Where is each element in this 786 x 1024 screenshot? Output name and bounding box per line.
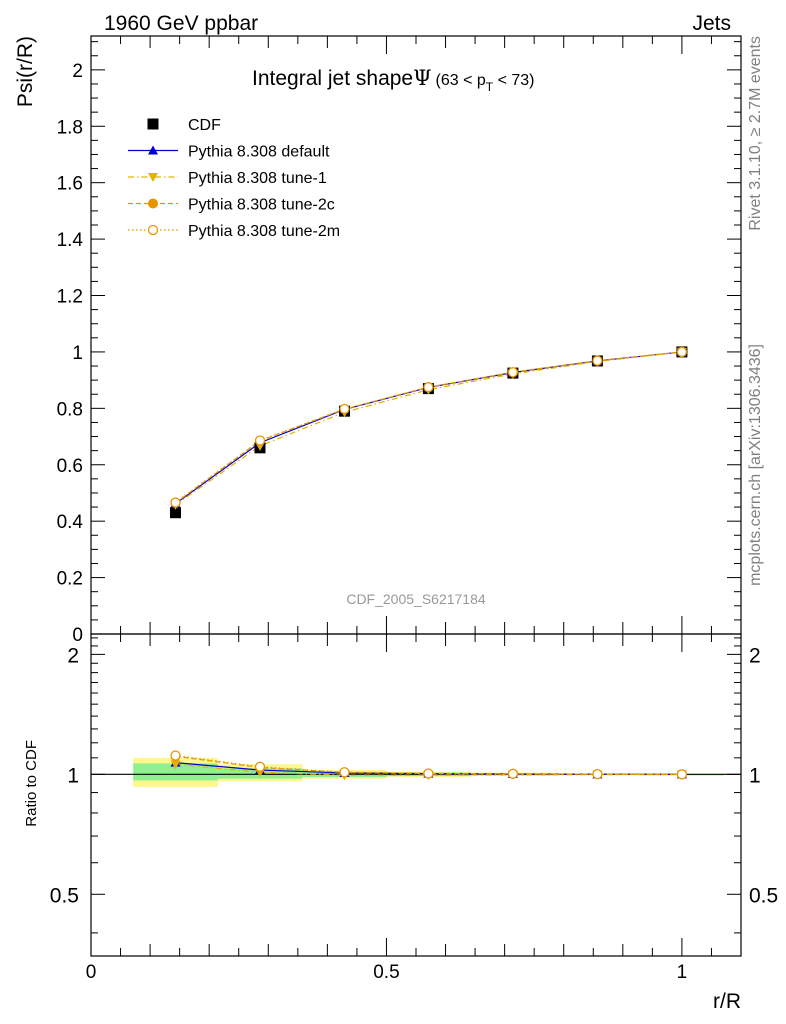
series-point [592, 355, 603, 366]
legend-entry: CDF [147, 117, 221, 134]
ratio-tick-label-right: 2 [749, 644, 761, 667]
legend-marker [147, 118, 159, 130]
ratio-series-point [592, 769, 603, 780]
legend-label: Pythia 8.308 tune-2m [188, 223, 340, 240]
legend-entry: Pythia 8.308 tune-2c [128, 197, 335, 214]
x-tick-label: 0.5 [373, 962, 399, 983]
y-tick-label: 0.4 [57, 512, 84, 533]
ratio-series-point [170, 750, 181, 761]
main-series-lines [175, 351, 682, 506]
ratio-series-markers [170, 750, 688, 781]
chart-title-range-close: < 73) [493, 72, 534, 89]
ratio-tick-label-left: 2 [67, 644, 79, 667]
legend-marker [147, 224, 159, 236]
legend-label: CDF [188, 117, 221, 134]
ratio-series-point [254, 761, 266, 772]
series-point [507, 367, 519, 378]
ratio-x-axis: 0 0.5 1 [86, 634, 742, 983]
series-line [175, 351, 682, 504]
main-x-ticks [90, 36, 742, 634]
y-tick-label: 0.6 [57, 456, 83, 477]
series-line [175, 351, 682, 505]
chart-title-range-open: (63 < p [436, 72, 486, 89]
x-tick-label: 1 [677, 962, 688, 983]
header-energy-label: 1960 GeV ppbar [104, 12, 258, 35]
ratio-tick-label-left: 0.5 [50, 884, 79, 907]
main-y-axis: 0 0.2 0.4 0.6 0.8 1 1.2 1.4 1.6 1.8 2 [57, 41, 741, 646]
y-tick-label: 0.2 [57, 569, 83, 590]
legend-entry: Pythia 8.308 default [128, 144, 330, 161]
main-panel: 0 0.2 0.4 0.6 0.8 1 1.2 1.4 1.6 1.8 2 Psi(r/R) CDF… [14, 35, 742, 646]
cdf-inner-band [133, 763, 218, 781]
cdf-data-point [170, 507, 181, 519]
ratio-series-point [507, 768, 519, 779]
ratio-panel: 0.5 0.51 12 2 0 0.5 1 Ratio to CDF r/R [23, 633, 778, 1013]
series-point [423, 382, 434, 393]
mcplots-label: mcplots.cern.ch [arXiv:1306.3436] [747, 344, 764, 586]
y-tick-label: 1 [72, 343, 83, 364]
x-axis-label: r/R [713, 990, 741, 1013]
ratio-series-point [339, 767, 350, 778]
legend-marker [148, 198, 158, 209]
legend-entry: Pythia 8.308 tune-1 [128, 170, 327, 187]
chart-title: Integral jet shapeΨ (63 < pT < 73) [252, 66, 535, 94]
ratio-series-point [170, 760, 181, 770]
series-point [339, 403, 350, 415]
ratio-tick-label-right: 1 [749, 764, 761, 787]
y-tick-label: 1.8 [57, 117, 83, 138]
legend-label: Pythia 8.308 tune-1 [188, 170, 327, 187]
y-tick-label: 1.6 [57, 174, 83, 195]
legend-marker [148, 145, 158, 155]
y-tick-label: 0 [72, 625, 83, 646]
legend: CDF Pythia 8.308 default Pythia 8.308 tune… [128, 117, 340, 240]
ratio-y-axis: 0.5 0.5 1 1 2 2 [50, 637, 778, 934]
chart-title-range-sub: T [486, 80, 494, 94]
main-series-markers [170, 346, 688, 519]
ratio-tick-label-left: 1 [67, 764, 79, 787]
y-tick-label: 1.4 [57, 230, 84, 251]
legend-entry: Pythia 8.308 tune-2m [128, 223, 340, 240]
legend-label: Pythia 8.308 default [188, 144, 330, 161]
header-category-label: Jets [692, 12, 731, 35]
y-axis-label: Psi(r/R) [14, 36, 37, 107]
chart-title-main: Integral jet shape [252, 67, 413, 90]
chart-title-symbol: Ψ [413, 66, 431, 90]
series-line [175, 351, 682, 506]
y-tick-label: 2 [72, 61, 83, 82]
ratio-frame [90, 633, 742, 957]
ratio-tick-label-right: 0.5 [749, 884, 778, 907]
y-tick-label: 0.8 [57, 399, 83, 420]
series-point [170, 497, 181, 508]
legend-marker [148, 173, 158, 182]
ratio-series-point [676, 769, 688, 780]
ratio-y-axis-label: Ratio to CDF [23, 740, 40, 827]
ratio-series-point [423, 768, 434, 779]
y-tick-label: 1.2 [57, 287, 83, 308]
x-tick-label: 0 [86, 962, 97, 983]
rivet-version-label: Rivet 3.1.10, ≥ 2.7M events [747, 36, 764, 231]
legend-label: Pythia 8.308 tune-2c [188, 197, 335, 214]
analysis-watermark: CDF_2005_S6217184 [346, 591, 486, 607]
series-point [254, 435, 266, 446]
series-point [676, 346, 688, 358]
series-line [175, 351, 682, 504]
